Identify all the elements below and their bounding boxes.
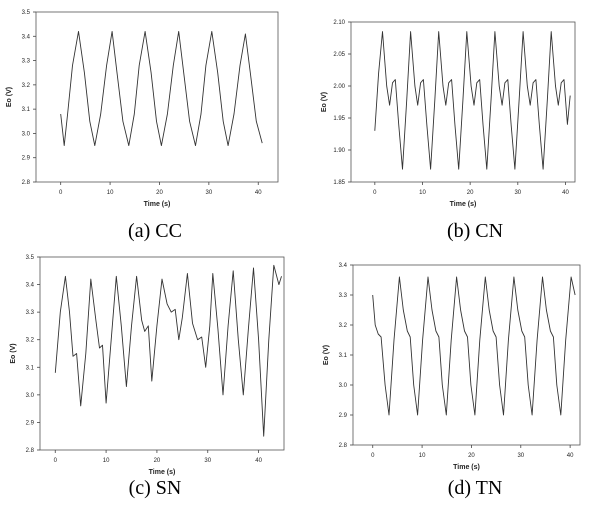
series-line	[55, 265, 281, 436]
x-tick-label: 40	[255, 458, 262, 464]
series-line	[373, 277, 575, 415]
chart-sn: 0 10 20 30 40 2.8 2.9 3.0 3.1 3.2 3.3 3.4 3.5 Time (s…	[0, 255, 295, 510]
plot-frame	[36, 12, 278, 182]
y-tick-label: 2.9	[22, 156, 31, 162]
panel-tn: 0 10 20 30 40 2.8 2.9 3.0 3.1 3.2 3.3 3.4 Time (s) Eo…	[295, 255, 590, 510]
x-tick-label: 10	[419, 453, 426, 459]
caption-tn: (d) TN	[375, 477, 575, 500]
chart-tn: 0 10 20 30 40 2.8 2.9 3.0 3.1 3.2 3.3 3.4 Time (s) Eo…	[295, 255, 590, 510]
x-tick-label: 30	[517, 453, 524, 459]
y-tick-label: 1.95	[333, 116, 345, 122]
x-tick-label: 0	[373, 190, 377, 196]
y-tick-label: 3.2	[22, 83, 31, 89]
y-tick-label: 2.9	[26, 420, 35, 426]
x-tick-label: 40	[562, 190, 569, 196]
y-tick-label: 3.3	[26, 310, 35, 316]
y-tick-label: 3.3	[339, 293, 348, 299]
y-tick-label: 3.2	[26, 338, 35, 344]
y-tick-label: 3.0	[26, 393, 35, 399]
x-tick-label: 40	[255, 190, 262, 196]
y-tick-label: 3.5	[22, 10, 31, 16]
y-tick-label: 3.1	[339, 353, 348, 359]
series-line	[61, 31, 263, 145]
chart-cc: 0 10 20 30 40 2.8 2.9 3.0 3.1 3.2 3.3 3.4 3.5 Time (s…	[0, 0, 295, 255]
y-axis-label: Eo (V)	[323, 345, 330, 365]
chart-cn: 0 10 20 30 40 1.85 1.90 1.95 2.00 2.05 2.10 Time (s…	[295, 0, 590, 255]
series-line	[375, 32, 570, 170]
y-tick-label: 2.00	[333, 84, 345, 90]
x-tick-label: 20	[156, 190, 163, 196]
x-tick-label: 20	[468, 453, 475, 459]
x-tick-label: 30	[514, 190, 521, 196]
x-tick-label: 0	[54, 458, 58, 464]
y-tick-label: 2.8	[22, 180, 31, 186]
caption-cn: (b) CN	[375, 220, 575, 243]
y-tick-label: 3.2	[339, 323, 348, 329]
x-tick-label: 0	[59, 190, 63, 196]
x-tick-label: 0	[371, 453, 375, 459]
y-tick-label: 3.4	[26, 283, 35, 289]
y-tick-label: 3.1	[22, 107, 31, 113]
caption-cc: (a) CC	[55, 220, 255, 243]
x-axis-label: Time (s)	[450, 201, 477, 208]
x-axis-label: Time (s)	[144, 201, 171, 208]
panel-cn: 0 10 20 30 40 1.85 1.90 1.95 2.00 2.05 2.10 Time (s…	[295, 0, 590, 255]
y-axis-label: Eo (V)	[6, 87, 13, 107]
x-axis-label: Time (s)	[149, 469, 176, 476]
caption-sn: (c) SN	[55, 477, 255, 500]
x-tick-label: 10	[103, 458, 110, 464]
y-tick-label: 3.0	[22, 131, 31, 137]
x-tick-label: 10	[419, 190, 426, 196]
x-tick-label: 10	[107, 190, 114, 196]
y-tick-label: 2.9	[339, 413, 348, 419]
y-tick-label: 3.5	[26, 255, 35, 261]
y-tick-label: 1.85	[333, 180, 345, 186]
x-tick-label: 30	[206, 190, 213, 196]
y-tick-label: 2.8	[339, 443, 348, 449]
y-axis-label: Eo (V)	[321, 92, 328, 112]
y-tick-label: 2.05	[333, 52, 345, 58]
y-tick-label: 3.4	[339, 263, 348, 269]
y-tick-label: 3.1	[26, 365, 35, 371]
y-tick-label: 2.8	[26, 448, 35, 454]
plot-frame	[353, 265, 580, 445]
x-tick-label: 20	[467, 190, 474, 196]
x-tick-label: 20	[154, 458, 161, 464]
x-tick-label: 30	[204, 458, 211, 464]
y-tick-label: 3.4	[22, 34, 31, 40]
x-tick-label: 40	[567, 453, 574, 459]
y-tick-label: 2.10	[333, 20, 345, 26]
y-tick-label: 1.90	[333, 148, 345, 154]
y-tick-label: 3.3	[22, 59, 31, 65]
x-axis-label: Time (s)	[453, 464, 480, 471]
y-tick-label: 3.0	[339, 383, 348, 389]
y-axis-label: Eo (V)	[10, 343, 17, 363]
panel-cc: 0 10 20 30 40 2.8 2.9 3.0 3.1 3.2 3.3 3.4 3.5 Time (s…	[0, 0, 295, 255]
panel-sn: 0 10 20 30 40 2.8 2.9 3.0 3.1 3.2 3.3 3.4 3.5 Time (s…	[0, 255, 295, 510]
